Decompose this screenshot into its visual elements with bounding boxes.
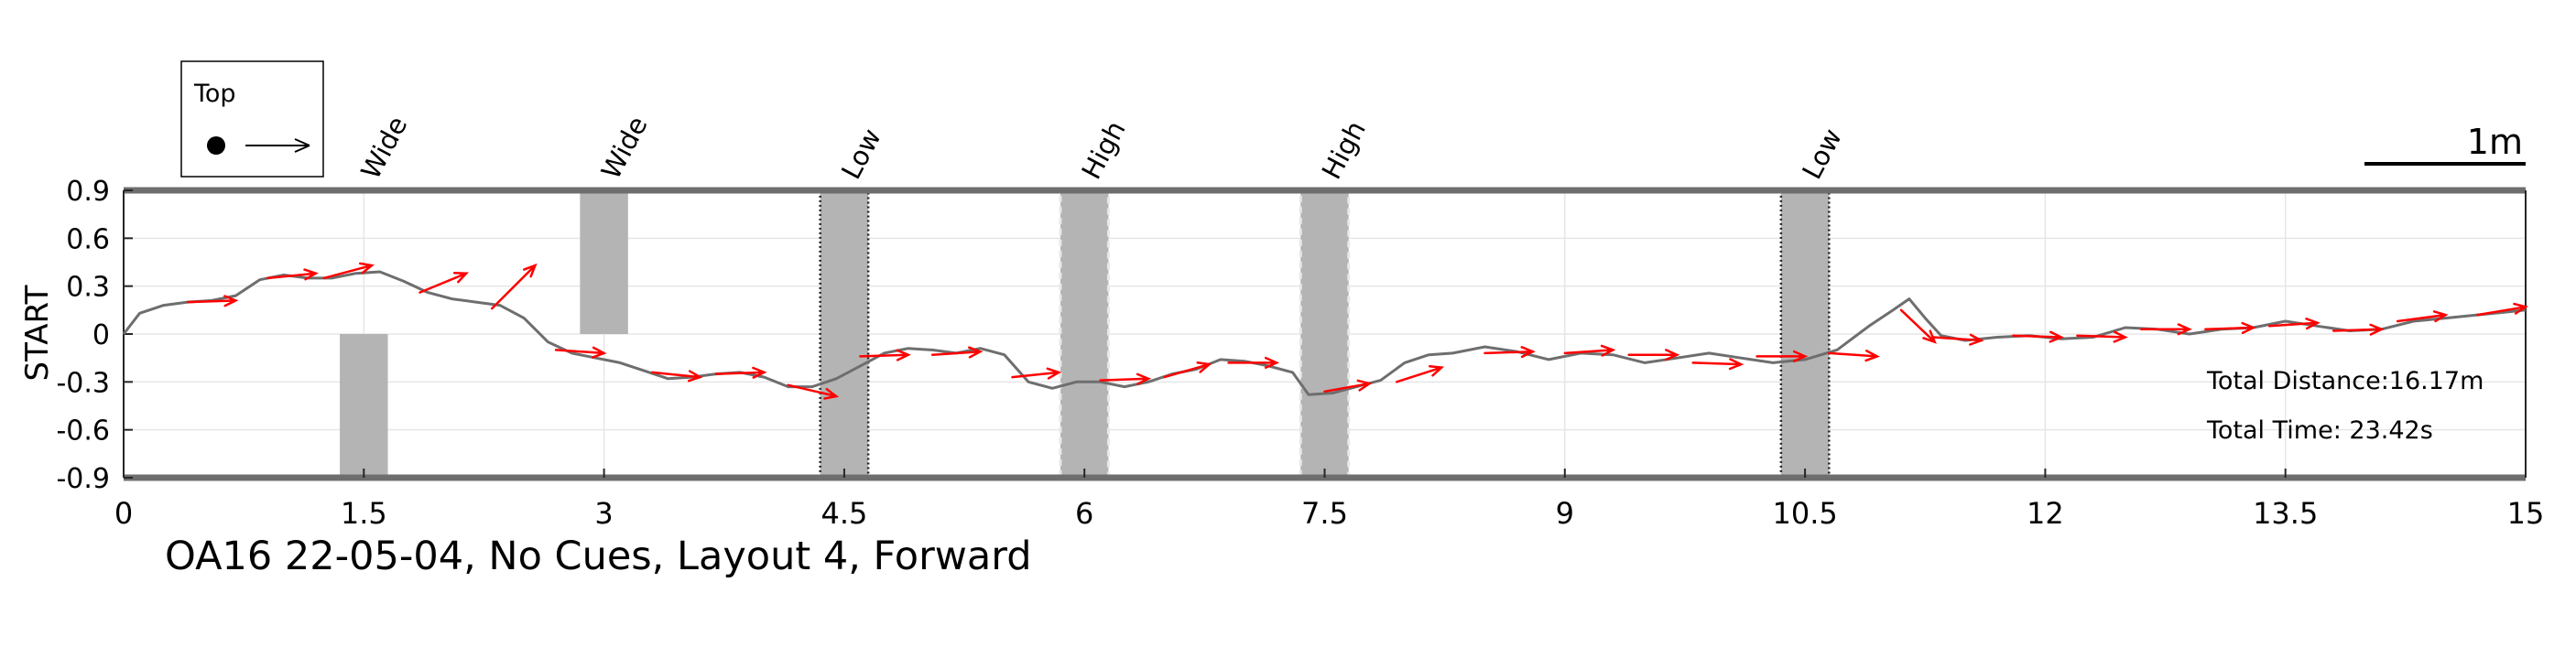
obstacle-label-0: Wide <box>354 111 413 184</box>
heading-arrows-layer <box>186 262 2529 400</box>
x-tick-label: 12 <box>2027 496 2064 531</box>
x-tick-label: 4.5 <box>821 496 867 531</box>
heading-arrow-1 <box>266 268 319 281</box>
obstacle-4 <box>1299 189 1351 480</box>
total-time-annotation: Total Time: 23.42s <box>2206 416 2433 445</box>
heading-arrow-10 <box>930 346 984 359</box>
y-tick-label: 0.6 <box>66 223 110 255</box>
heading-arrow-3 <box>418 272 470 294</box>
heading-arrow-22 <box>1828 350 1880 362</box>
obstacle-label-1: Wide <box>595 111 654 184</box>
x-tick-label: 6 <box>1075 496 1093 531</box>
obstacle-2 <box>819 189 870 480</box>
tick-labels-layer: 0 1.5 3 4.5 6 7.5 9 10.5 12 13.5 15 0.9 0.6 0.3 0 -0.3 -… <box>56 176 2544 531</box>
y-axis-label: START <box>19 285 56 381</box>
heading-arrow-0 <box>186 295 239 307</box>
obstacle-5 <box>1779 189 1831 480</box>
x-tick-label: 3 <box>594 496 613 531</box>
heading-arrow-20 <box>1691 358 1745 371</box>
legend: Top <box>180 60 324 178</box>
y-tick-label: -0.3 <box>56 367 110 399</box>
legend-label: Top <box>193 80 236 108</box>
scale-bar-label: 1m <box>2467 122 2523 162</box>
heading-arrow-31 <box>2396 310 2449 323</box>
x-tick-label: 15 <box>2507 496 2545 531</box>
heading-arrow-11 <box>1011 367 1062 380</box>
x-tick-label: 1.5 <box>341 496 387 531</box>
obstacle-label-2: Low <box>835 124 887 184</box>
heading-arrow-26 <box>2076 330 2128 343</box>
obstacle-labels-layer: Wide Wide Low High High Low <box>354 111 1848 184</box>
heading-arrow-23 <box>1899 308 1937 344</box>
legend-dot-icon <box>207 136 225 155</box>
chart-title: OA16 22-05-04, No Cues, Layout 4, Forwar… <box>165 534 1031 579</box>
heading-arrow-21 <box>1755 350 1809 362</box>
heading-arrow-15 <box>1323 379 1373 394</box>
y-tick-label: -0.9 <box>56 463 110 495</box>
y-tick-label: -0.6 <box>56 415 110 448</box>
x-tick-label: 13.5 <box>2253 496 2318 531</box>
heading-arrow-5 <box>554 346 607 359</box>
heading-arrow-14 <box>1227 356 1280 369</box>
heading-arrow-13 <box>1163 361 1212 379</box>
heading-arrow-6 <box>650 370 703 383</box>
heading-arrow-16 <box>1395 364 1445 383</box>
heading-arrow-2 <box>322 262 375 280</box>
obstacle-1 <box>580 190 628 334</box>
x-tick-label: 0 <box>114 496 133 531</box>
heading-arrow-27 <box>2140 323 2192 336</box>
heading-arrow-29 <box>2267 318 2321 330</box>
heading-arrow-9 <box>859 349 911 361</box>
y-tick-label: 0.9 <box>66 176 110 208</box>
heading-arrow-7 <box>714 366 767 379</box>
scale-bar: 1m <box>2364 122 2526 166</box>
heading-arrow-12 <box>1099 372 1152 385</box>
x-tick-label: 7.5 <box>1301 496 1348 531</box>
heading-arrow-19 <box>1627 349 1680 361</box>
legend-box <box>180 60 324 178</box>
heading-arrow-4 <box>490 263 538 310</box>
heading-arrow-32 <box>2476 302 2529 317</box>
y-tick-label: 0.3 <box>66 272 110 304</box>
obstacle-0 <box>340 334 388 478</box>
heading-arrow-17 <box>1484 346 1536 359</box>
y-tick-label: 0 <box>92 319 110 351</box>
heading-arrow-25 <box>2012 330 2064 343</box>
x-tick-label: 9 <box>1556 496 1574 531</box>
heading-arrow-8 <box>787 383 840 400</box>
heading-arrow-24 <box>1931 333 1984 346</box>
total-distance-annotation: Total Distance:16.17m <box>2206 367 2484 395</box>
obstacle-label-5: Low <box>1796 124 1848 184</box>
obstacle-3 <box>1059 189 1110 480</box>
heading-arrow-28 <box>2204 321 2256 334</box>
legend-arrow-head-icon <box>294 138 310 153</box>
obstacle-label-4: High <box>1316 115 1372 184</box>
heading-arrow-18 <box>1563 344 1616 357</box>
obstacles-layer <box>340 189 1831 480</box>
x-tick-label: 10.5 <box>1772 496 1837 531</box>
heading-arrow-30 <box>2331 323 2385 336</box>
obstacle-label-3: High <box>1075 115 1131 184</box>
